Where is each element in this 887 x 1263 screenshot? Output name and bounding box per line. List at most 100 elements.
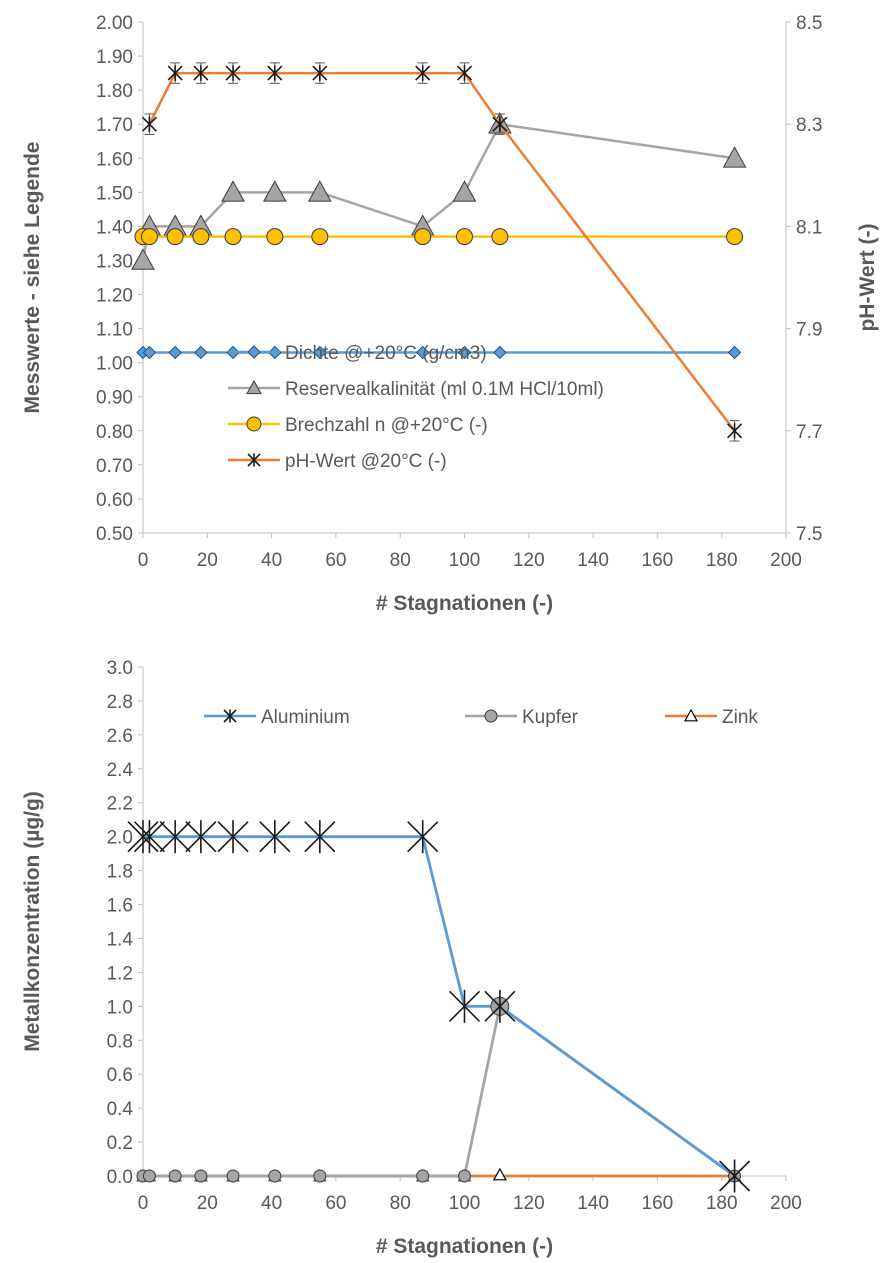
- chart1-y2-tick-label: 7.5: [796, 524, 822, 545]
- chart-1: 0.50 0.60 0.70 0.80 0.90 1.00 1.10 1.20 1.30 1.40…: [21, 13, 879, 615]
- chart1-x-tick-label: 100: [449, 550, 481, 571]
- chart2-y-axis-title: Metallkonzentration (µg/g): [21, 791, 44, 1052]
- chart2-y-tick-label: 1.0: [107, 997, 133, 1018]
- chart1-legend-label: Dichte @+20°C (g/cm3): [285, 343, 487, 364]
- chart1-x-tick-label: 120: [513, 550, 545, 571]
- chart2-data-point: [217, 820, 249, 854]
- chart1-x-axis-title: # Stagnationen (-): [376, 592, 553, 615]
- chart2-y-tick-label: 0.8: [107, 1031, 133, 1052]
- chart1-y-tick-label: 1.90: [96, 47, 133, 68]
- chart2-legend-marker: [683, 708, 699, 722]
- chart2-data-point: [448, 989, 481, 1023]
- chart1-data-point: [452, 180, 477, 202]
- chart1-y-tick-label: 1.00: [96, 354, 133, 375]
- chart1-series-3: [134, 228, 744, 246]
- chart2-data-point: [127, 820, 159, 854]
- chart1-y-tick-label: 1.50: [96, 183, 133, 204]
- chart1-data-point: [224, 228, 242, 246]
- chart1-x-tick-label: 40: [261, 550, 282, 571]
- chart1-series-line: [148, 71, 736, 432]
- chart1-y-tick-label: 1.30: [96, 251, 133, 272]
- chart1-data-point: [141, 116, 157, 132]
- chart1-legend-label: Brechzahl n @+20°C (-): [285, 415, 488, 436]
- chart1-y2-tick-label: 8.3: [796, 115, 822, 136]
- chart2-series-2: [143, 1003, 736, 1178]
- chart2-y-tick-label: 3.0: [107, 658, 133, 679]
- chart2-y-tick-label: 2.2: [107, 794, 133, 815]
- chart1-data-point: [193, 65, 209, 81]
- chart1-data-point: [131, 248, 155, 270]
- chart2-x-tick-label: 20: [197, 1193, 218, 1214]
- chart1-data-point: [140, 228, 158, 246]
- chart1-series-2: [131, 112, 747, 270]
- chart2-x-tick-label: 140: [577, 1193, 609, 1214]
- chart2-data-point: [304, 820, 336, 854]
- chart2-series-line: [143, 1003, 736, 1178]
- chart1-data-point: [262, 180, 287, 202]
- chart2-y-tick-label: 0.6: [107, 1065, 133, 1086]
- chart1-data-point: [722, 146, 747, 168]
- chart1-data-point: [727, 345, 742, 360]
- chart2-x-tick-label: 80: [390, 1193, 411, 1214]
- chart2-series-line: [143, 835, 736, 1178]
- chart1-y2-axis-title: pH-Wert (-): [856, 223, 879, 331]
- chart2-legend-marker: [484, 709, 498, 723]
- chart2-x-tick-label: 160: [642, 1193, 674, 1214]
- chart1-data-point: [221, 180, 245, 202]
- chart1-x-tick-label: 200: [770, 550, 802, 571]
- chart1-y-tick-label: 1.60: [96, 149, 133, 170]
- chart1-legend-marker: [246, 379, 262, 395]
- chart2-data-point: [492, 1167, 507, 1181]
- chart1-y-tick-label: 0.50: [96, 524, 133, 545]
- chart2-y-tick-label: 0.2: [107, 1133, 133, 1154]
- chart1-data-point: [415, 65, 431, 81]
- chart1-data-point: [492, 116, 508, 132]
- chart1-data-point: [415, 345, 430, 360]
- chart1-data-point: [307, 180, 332, 202]
- chart2-x-tick-label: 0: [138, 1193, 149, 1214]
- chart2-legend-marker: [223, 709, 237, 723]
- chart1-y2-tick-label: 8.1: [796, 217, 822, 238]
- chart2-y-tick-label: 2.6: [107, 726, 133, 747]
- chart1-data-point: [166, 228, 184, 246]
- chart1-legend-marker: [247, 453, 261, 467]
- chart2-y-tick-label: 1.6: [107, 896, 133, 917]
- chart1-y2-tick-label: 8.5: [796, 13, 822, 34]
- chart1-data-point: [491, 228, 509, 246]
- chart2-y-tick-label: 2.0: [107, 828, 133, 849]
- chart1-data-point: [192, 228, 210, 246]
- chart2-data-point: [458, 1169, 471, 1183]
- chart1-data-point: [266, 228, 284, 246]
- chart1-y-tick-label: 0.60: [96, 490, 133, 511]
- chart1-series-4: [141, 62, 743, 442]
- chart1-y-tick-label: 2.00: [96, 13, 133, 34]
- chart1-y-tick-label: 0.70: [96, 456, 133, 477]
- chart1-x-tick-label: 140: [577, 550, 609, 571]
- chart2-y-tick-label: 0.4: [107, 1099, 134, 1120]
- chart1-data-point: [414, 228, 432, 246]
- chart1-data-point: [456, 228, 473, 246]
- chart2-x-tick-label: 180: [706, 1193, 738, 1214]
- chart1-data-point: [457, 345, 472, 360]
- chart1-data-point: [167, 65, 183, 81]
- chart2-data-point: [268, 1169, 282, 1183]
- chart2-legend: Aluminium Kupfer Zink: [204, 707, 758, 728]
- chart2-data-point: [407, 820, 439, 854]
- chart2-x-tick-label: 120: [513, 1193, 545, 1214]
- chart1-data-point: [225, 65, 241, 81]
- chart2-data-point: [718, 1159, 751, 1193]
- chart2-legend-label: Kupfer: [522, 707, 579, 728]
- chart2-x-tick-label: 100: [449, 1193, 481, 1214]
- chart1-data-point: [312, 65, 328, 81]
- chart2-y-tick-label: 1.4: [107, 929, 134, 950]
- chart1-legend: Dichte @+20°C (g/cm3) Reservealkalinität …: [228, 343, 604, 472]
- chart1-y2-tick-label: 7.7: [796, 422, 822, 443]
- chart2-y-tick-label: 1.8: [107, 862, 133, 883]
- chart1-legend-label: Reservealkalinität (ml 0.1M HCl/10ml): [285, 379, 604, 400]
- chart2-y-tick-label: 1.2: [107, 963, 133, 984]
- chart2-y-tick-label: 2.8: [107, 692, 133, 713]
- chart2-data-point: [259, 820, 291, 854]
- chart1-data-point: [142, 345, 157, 360]
- chart1-x-tick-label: 160: [642, 550, 674, 571]
- chart1-data-point: [311, 228, 329, 246]
